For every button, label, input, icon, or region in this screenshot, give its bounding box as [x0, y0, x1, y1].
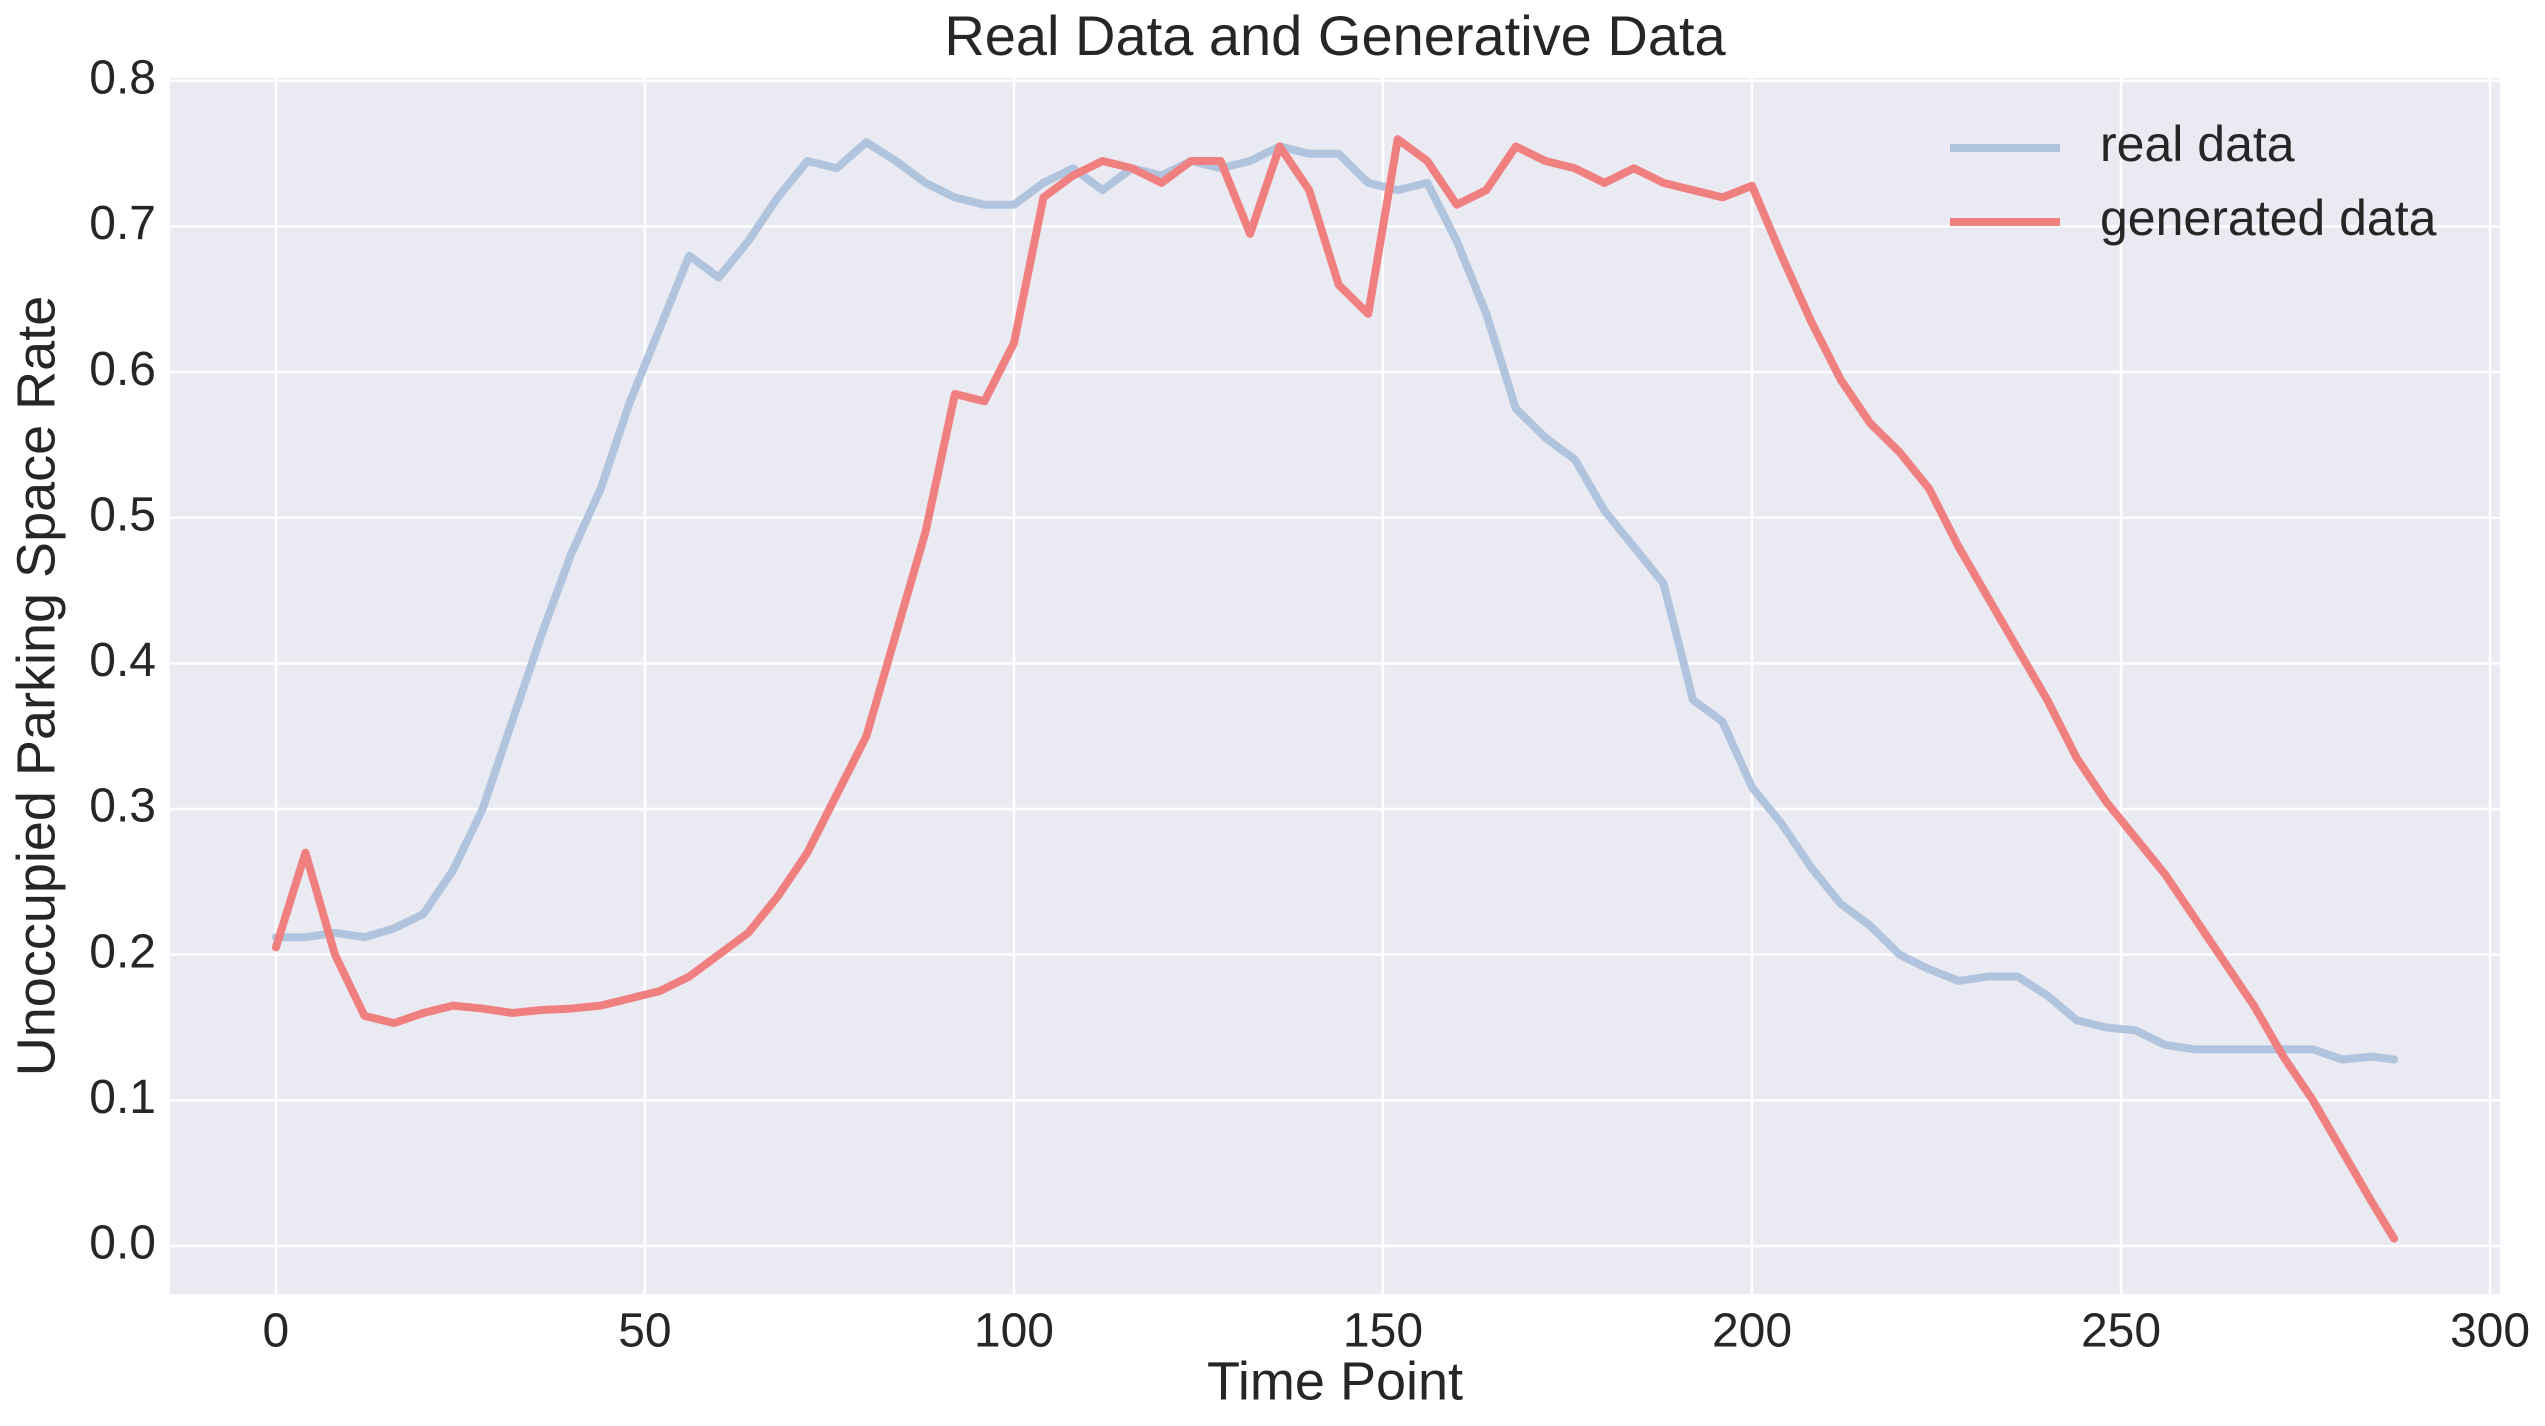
- y-tick-label: 0.5: [89, 488, 156, 541]
- y-tick-label: 0.3: [89, 780, 156, 833]
- y-tick-label: 0.0: [89, 1217, 156, 1270]
- x-axis-label: Time Point: [1207, 1351, 1463, 1411]
- data-line: [271, 138, 2399, 1064]
- legend-label: generated data: [2100, 190, 2437, 246]
- y-tick-label: 0.6: [89, 343, 156, 396]
- legend-label: real data: [2100, 116, 2295, 172]
- y-axis-label: Unoccupied Parking Space Rate: [6, 296, 66, 1076]
- y-tick-label: 0.2: [89, 925, 156, 978]
- data-line: [271, 135, 2399, 1243]
- x-tick-label: 200: [1712, 1305, 1792, 1358]
- y-tick-label: 0.8: [89, 52, 156, 105]
- x-tick-label: 300: [2450, 1305, 2530, 1358]
- y-tick-label: 0.7: [89, 197, 156, 250]
- y-tick-label: 0.4: [89, 634, 156, 687]
- x-tick-label: 250: [2081, 1305, 2161, 1358]
- x-tick-label: 0: [263, 1305, 290, 1358]
- x-tick-label: 50: [618, 1305, 671, 1358]
- x-tick-label: 150: [1343, 1305, 1423, 1358]
- x-tick-label: 100: [974, 1305, 1054, 1358]
- y-tick-label: 0.1: [89, 1071, 156, 1124]
- chart-title: Real Data and Generative Data: [944, 4, 1726, 67]
